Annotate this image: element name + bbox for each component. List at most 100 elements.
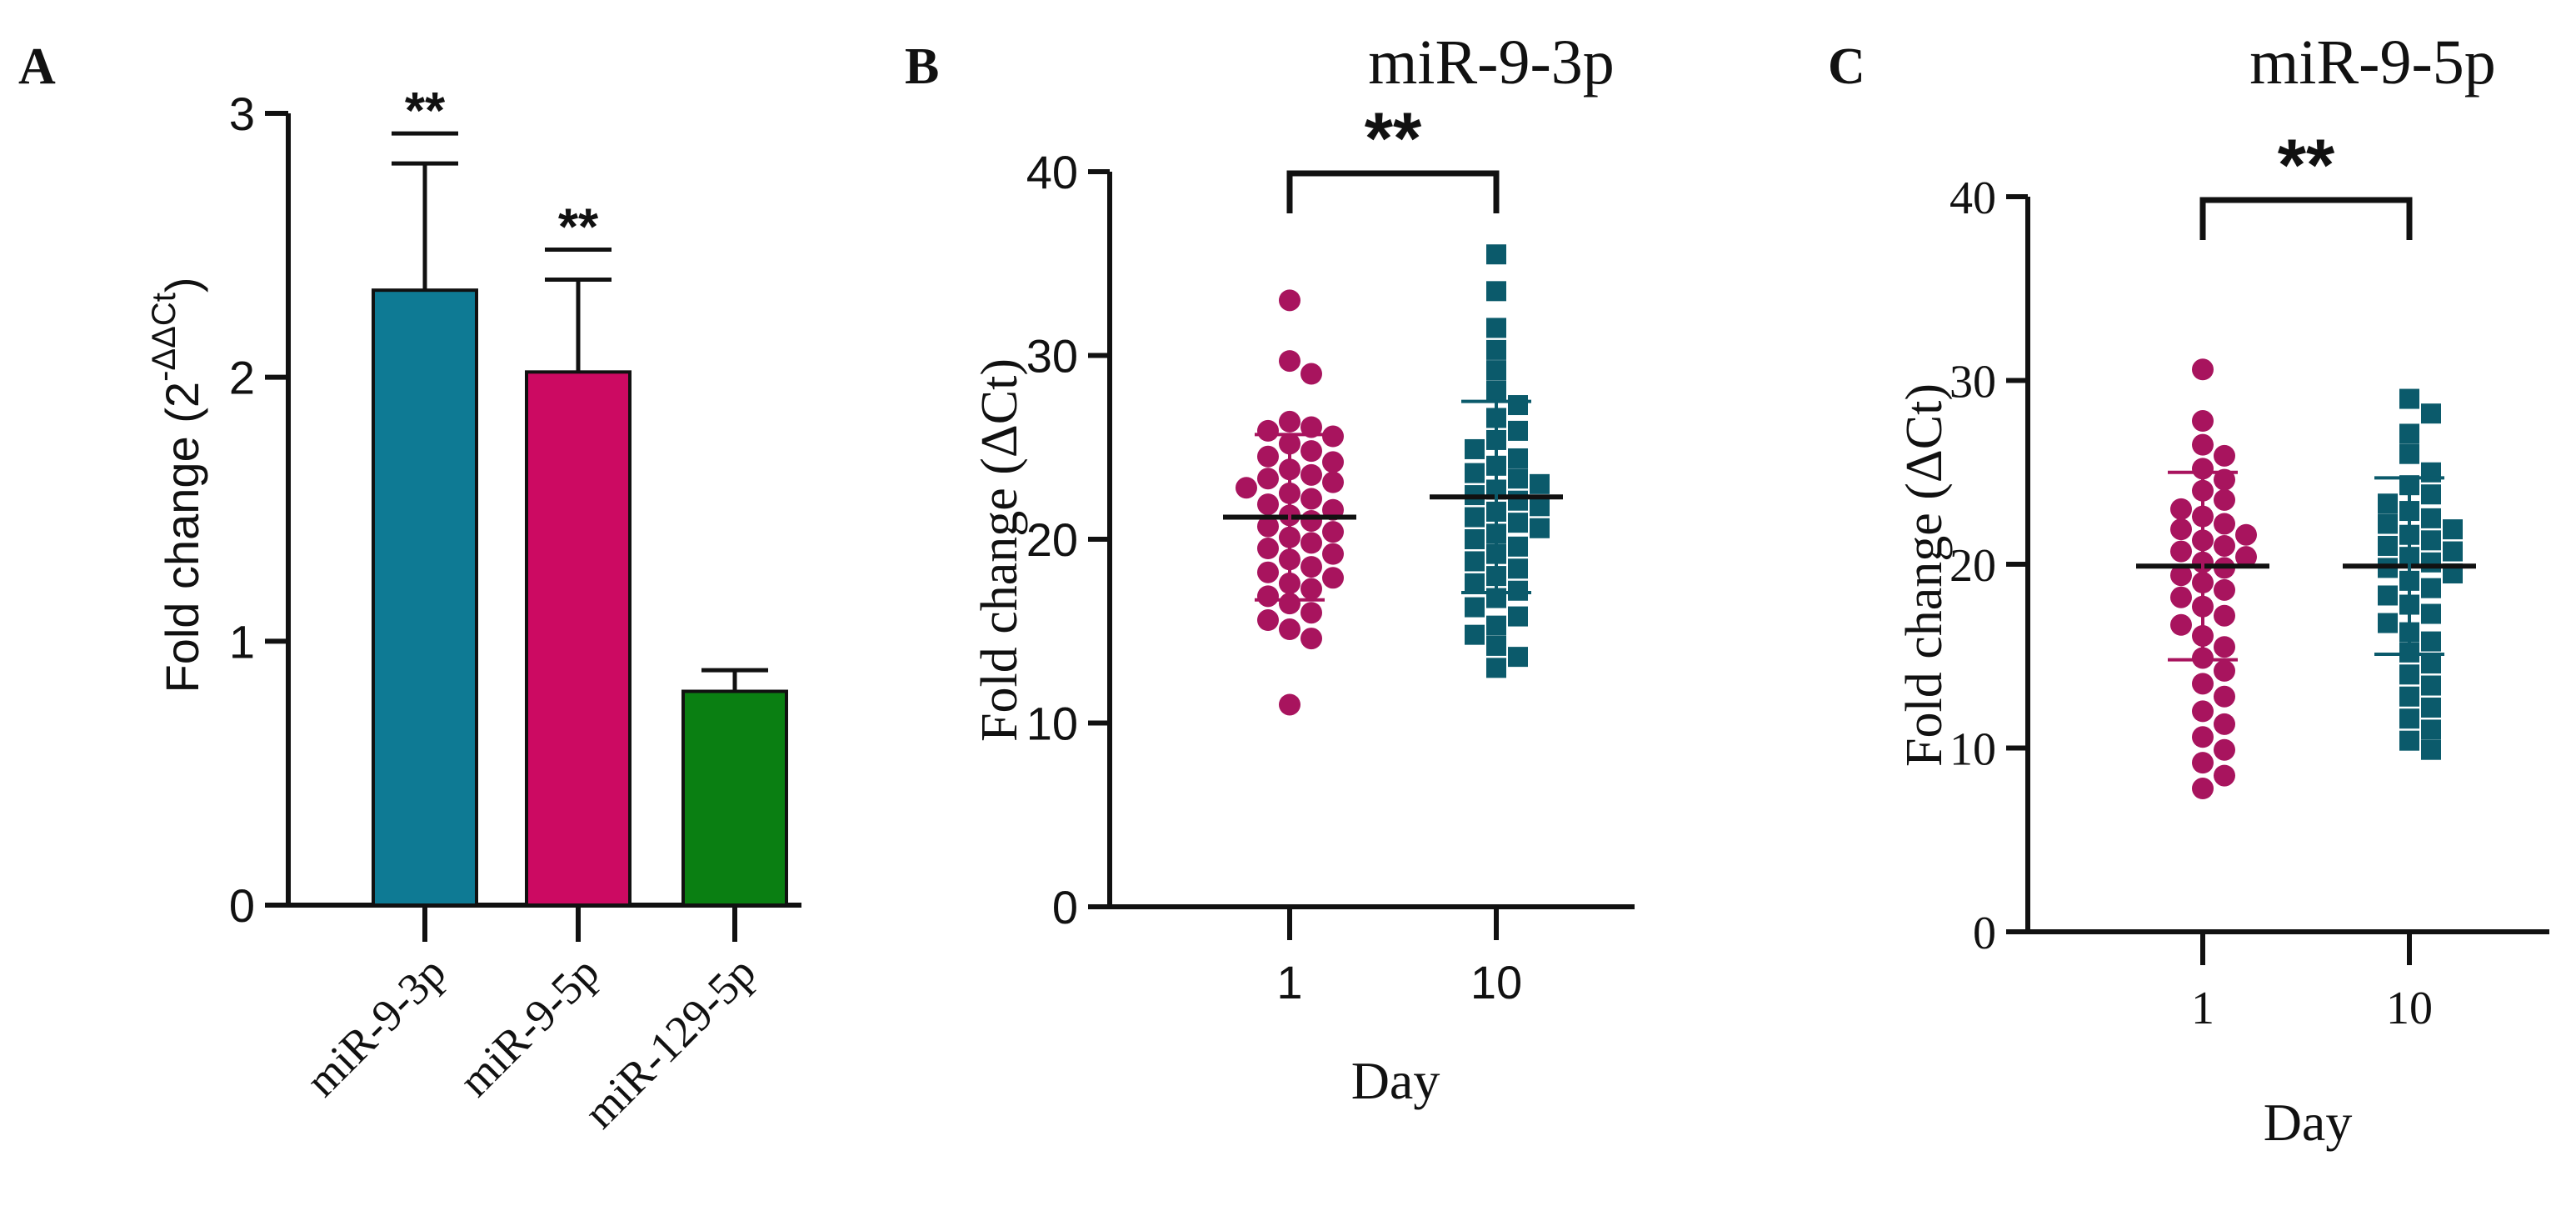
panel-b-point-day-1 [1279, 593, 1300, 615]
panel-b-point-day-10 [1465, 507, 1485, 528]
panel-b-point-day-10 [1486, 244, 1506, 265]
panel-c-y-tick-label: 10 [1949, 724, 1996, 776]
panel-b-y-tick-label: 0 [1052, 881, 1078, 933]
panel-c-point-day-10 [2399, 686, 2419, 707]
panel-b-significance: ** [1286, 97, 1500, 213]
panel-c-point-day-1 [2214, 659, 2235, 682]
panel-b-point-day-10 [1486, 380, 1506, 401]
panel-a-significance-label: ** [558, 199, 599, 257]
panel-c-y-tick-label: 20 [1949, 540, 1996, 592]
panel-c-point-day-1 [2235, 546, 2257, 568]
panel-b-x-tick-label: 10 [1470, 956, 1522, 1008]
panel-c-x-axis-label: Day [2264, 1093, 2353, 1152]
panel-b-point-day-1 [1257, 561, 1279, 583]
panel-b-point-day-1 [1279, 410, 1300, 433]
panel-c-point-day-1 [2214, 488, 2235, 511]
panel-letter-a: A [18, 38, 56, 95]
panel-c-point-day-10 [2421, 697, 2441, 718]
panel-b-point-day-10 [1508, 395, 1528, 416]
panel-c-point-day-10 [2399, 388, 2419, 409]
panel-b-point-day-10 [1486, 658, 1506, 678]
panel-c-point-day-10 [2421, 739, 2441, 760]
panel-b-point-day-1 [1257, 515, 1279, 538]
panel-a-x-tick-label: miR-9-3p [297, 947, 456, 1106]
panel-c-point-day-1 [2214, 738, 2235, 761]
panel-c-point-day-1 [2192, 433, 2214, 456]
panel-b-point-day-1 [1279, 350, 1300, 373]
panel-b-point-day-1 [1279, 618, 1300, 641]
panel-c-x-ticks: 1 10 [2191, 932, 2433, 1034]
panel-c-y-axis-label: Fold change (ΔCt) [1896, 383, 1953, 767]
panel-c-point-day-1 [2214, 513, 2235, 535]
panel-b-point-day-1 [1257, 445, 1279, 468]
panel-a-y-tick-label: 1 [229, 615, 255, 668]
panel-c-point-day-1 [2214, 636, 2235, 658]
panel-b-significance-label: ** [1365, 97, 1422, 179]
panel-b-point-day-1 [1257, 493, 1279, 516]
panel-b-point-day-1 [1300, 509, 1322, 532]
panel-c-y-tick-label: 40 [1949, 173, 1996, 224]
panel-c-point-day-10 [2421, 603, 2441, 624]
panel-c-point-day-1 [2170, 518, 2192, 541]
panel-b-point-day-1 [1257, 468, 1279, 490]
panel-c-point-day-1 [2192, 752, 2214, 774]
panel-b-point-day-10 [1465, 438, 1485, 459]
panel-c-point-day-1 [2214, 713, 2235, 735]
panel-b-scatter-chart: miR-9-3p 0 10 20 30 40 1 10 ** Fold change (Δ… [971, 28, 1635, 1110]
panel-b-point-day-1 [1322, 425, 1344, 448]
panel-b-y-axis-label: Fold change (ΔCt) [971, 358, 1028, 742]
panel-c-y-tick-label: 0 [1973, 908, 1996, 959]
panel-b-point-day-10 [1486, 635, 1506, 656]
panel-c-point-day-10 [2421, 484, 2441, 505]
panel-b-y-ticks: 0 10 20 30 40 [1026, 146, 1110, 933]
panel-a-x-tick-label: miR-9-5p [450, 947, 609, 1106]
panel-c-point-day-1 [2214, 604, 2235, 627]
panel-a-y-axis-label: Fold change (2-ΔΔCt) [146, 278, 208, 693]
panel-c-point-day-10 [2399, 664, 2419, 685]
panel-c-point-day-10 [2378, 493, 2398, 514]
panel-letter-c: C [1828, 38, 1865, 95]
panel-a-significance-label: ** [405, 83, 446, 140]
panel-b-point-day-10 [1508, 536, 1528, 557]
panel-b-point-day-1 [1257, 585, 1279, 608]
panel-b-mean-sd [1223, 399, 1563, 602]
panel-letter-b: B [905, 38, 939, 95]
panel-c-point-day-10 [2399, 443, 2419, 464]
panel-b-point-day-1 [1300, 556, 1322, 578]
panel-c-point-day-1 [2170, 564, 2192, 587]
panel-c-point-day-10 [2378, 585, 2398, 606]
panel-c-point-day-10 [2378, 535, 2398, 556]
panel-b-point-day-1 [1300, 416, 1322, 438]
panel-b-point-day-1 [1300, 532, 1322, 554]
panel-a-bars: ** ** [372, 83, 788, 908]
panel-b-point-day-10 [1530, 496, 1550, 517]
panel-c-point-day-1 [2192, 778, 2214, 800]
panel-c-point-day-10 [2399, 708, 2419, 729]
panel-b-point-day-10 [1530, 473, 1550, 494]
panel-b-point-day-10 [1508, 606, 1528, 627]
panel-b-point-day-10 [1486, 281, 1506, 302]
panel-c-point-day-1 [2192, 700, 2214, 723]
panel-b-significance-bracket [1286, 170, 1500, 213]
panel-c-point-day-1 [2170, 498, 2192, 520]
panel-c-x-tick-label: 1 [2191, 983, 2214, 1034]
panel-b-y-tick-label: 40 [1026, 146, 1078, 198]
panel-a-x-tick-label: miR-129-5p [574, 947, 765, 1138]
panel-b-point-day-1 [1257, 538, 1279, 560]
panel-a-bar-miR-9-5p [525, 370, 632, 908]
panel-b-point-day-10 [1530, 518, 1550, 538]
panel-b-y-tick-label: 20 [1026, 513, 1078, 566]
panel-c-significance-bracket [2199, 197, 2413, 240]
panel-b-point-day-10 [1508, 558, 1528, 579]
panel-c-point-day-10 [2421, 552, 2441, 573]
panel-b-point-day-1 [1322, 521, 1344, 543]
panel-c-point-day-10 [2421, 653, 2441, 674]
panel-b-y-tick-label: 10 [1026, 698, 1078, 750]
panel-c-point-day-10 [2421, 631, 2441, 652]
panel-c-point-day-1 [2214, 685, 2235, 708]
panel-c-point-day-1 [2214, 468, 2235, 491]
panel-c-point-day-10 [2378, 613, 2398, 633]
